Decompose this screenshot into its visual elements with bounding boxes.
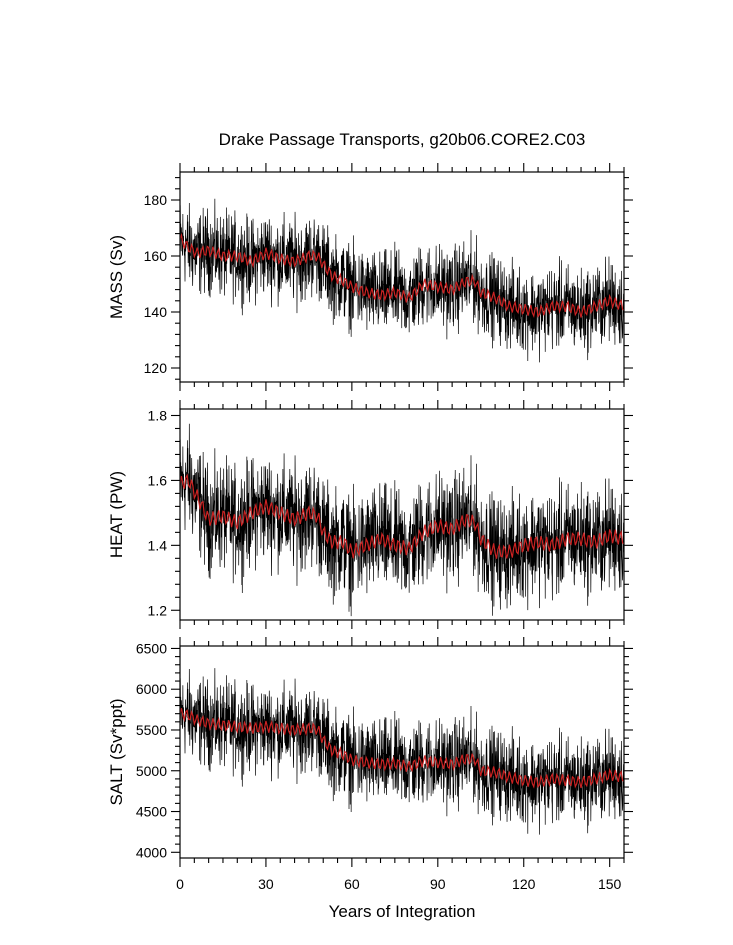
chart-title: Drake Passage Transports, g20b06.CORE2.C… (219, 130, 586, 149)
y-tick-label-salt: 4000 (136, 844, 167, 860)
y-tick-label-salt: 5000 (136, 763, 167, 779)
y-tick-label-heat: 1.8 (148, 407, 168, 423)
x-tick-label: 60 (344, 876, 360, 892)
y-axis-label-heat: HEAT (PW) (107, 471, 126, 558)
y-tick-label-heat: 1.6 (148, 472, 168, 488)
y-tick-label-mass: 120 (144, 360, 168, 376)
y-tick-label-heat: 1.2 (148, 602, 168, 618)
y-axis-label-mass: MASS (Sv) (107, 235, 126, 319)
series-smooth-heat (180, 473, 624, 559)
y-tick-label-mass: 160 (144, 248, 168, 264)
plot-frame-mass (179, 171, 625, 383)
y-tick-label-mass: 140 (144, 304, 168, 320)
panel-salt: 4000 4500 5000 5500 6000 6500 SALT (Sv*ppt) 0 30… (107, 637, 633, 892)
series-raw-heat (180, 423, 624, 617)
x-tick-label: 30 (258, 876, 274, 892)
y-tick-label-heat: 1.4 (148, 537, 168, 553)
x-tick-label: 120 (512, 876, 536, 892)
y-axis-label-salt: SALT (Sv*ppt) (107, 698, 126, 805)
series-smooth-salt (180, 708, 624, 789)
plot-frame-heat (179, 408, 625, 621)
x-tick-label: 0 (176, 876, 184, 892)
series-raw-salt (180, 668, 624, 835)
plot-frame-salt (179, 645, 625, 859)
y-tick-label-salt: 4500 (136, 804, 167, 820)
series-smooth-mass (180, 232, 624, 319)
series-raw-mass (180, 198, 624, 363)
x-tick-label: 90 (430, 876, 446, 892)
y-tick-label-mass: 180 (144, 192, 168, 208)
y-tick-label-salt: 5500 (136, 722, 167, 738)
x-axis-label: Years of Integration (329, 902, 476, 921)
x-tick-label: 150 (598, 876, 622, 892)
y-tick-label-salt: 6500 (136, 640, 167, 656)
panel-mass: 120 140 160 180 MASS (Sv) (107, 163, 633, 391)
y-tick-label-salt: 6000 (136, 681, 167, 697)
panel-heat: 1.2 1.4 1.6 1.8 HEAT (PW) (107, 400, 633, 629)
